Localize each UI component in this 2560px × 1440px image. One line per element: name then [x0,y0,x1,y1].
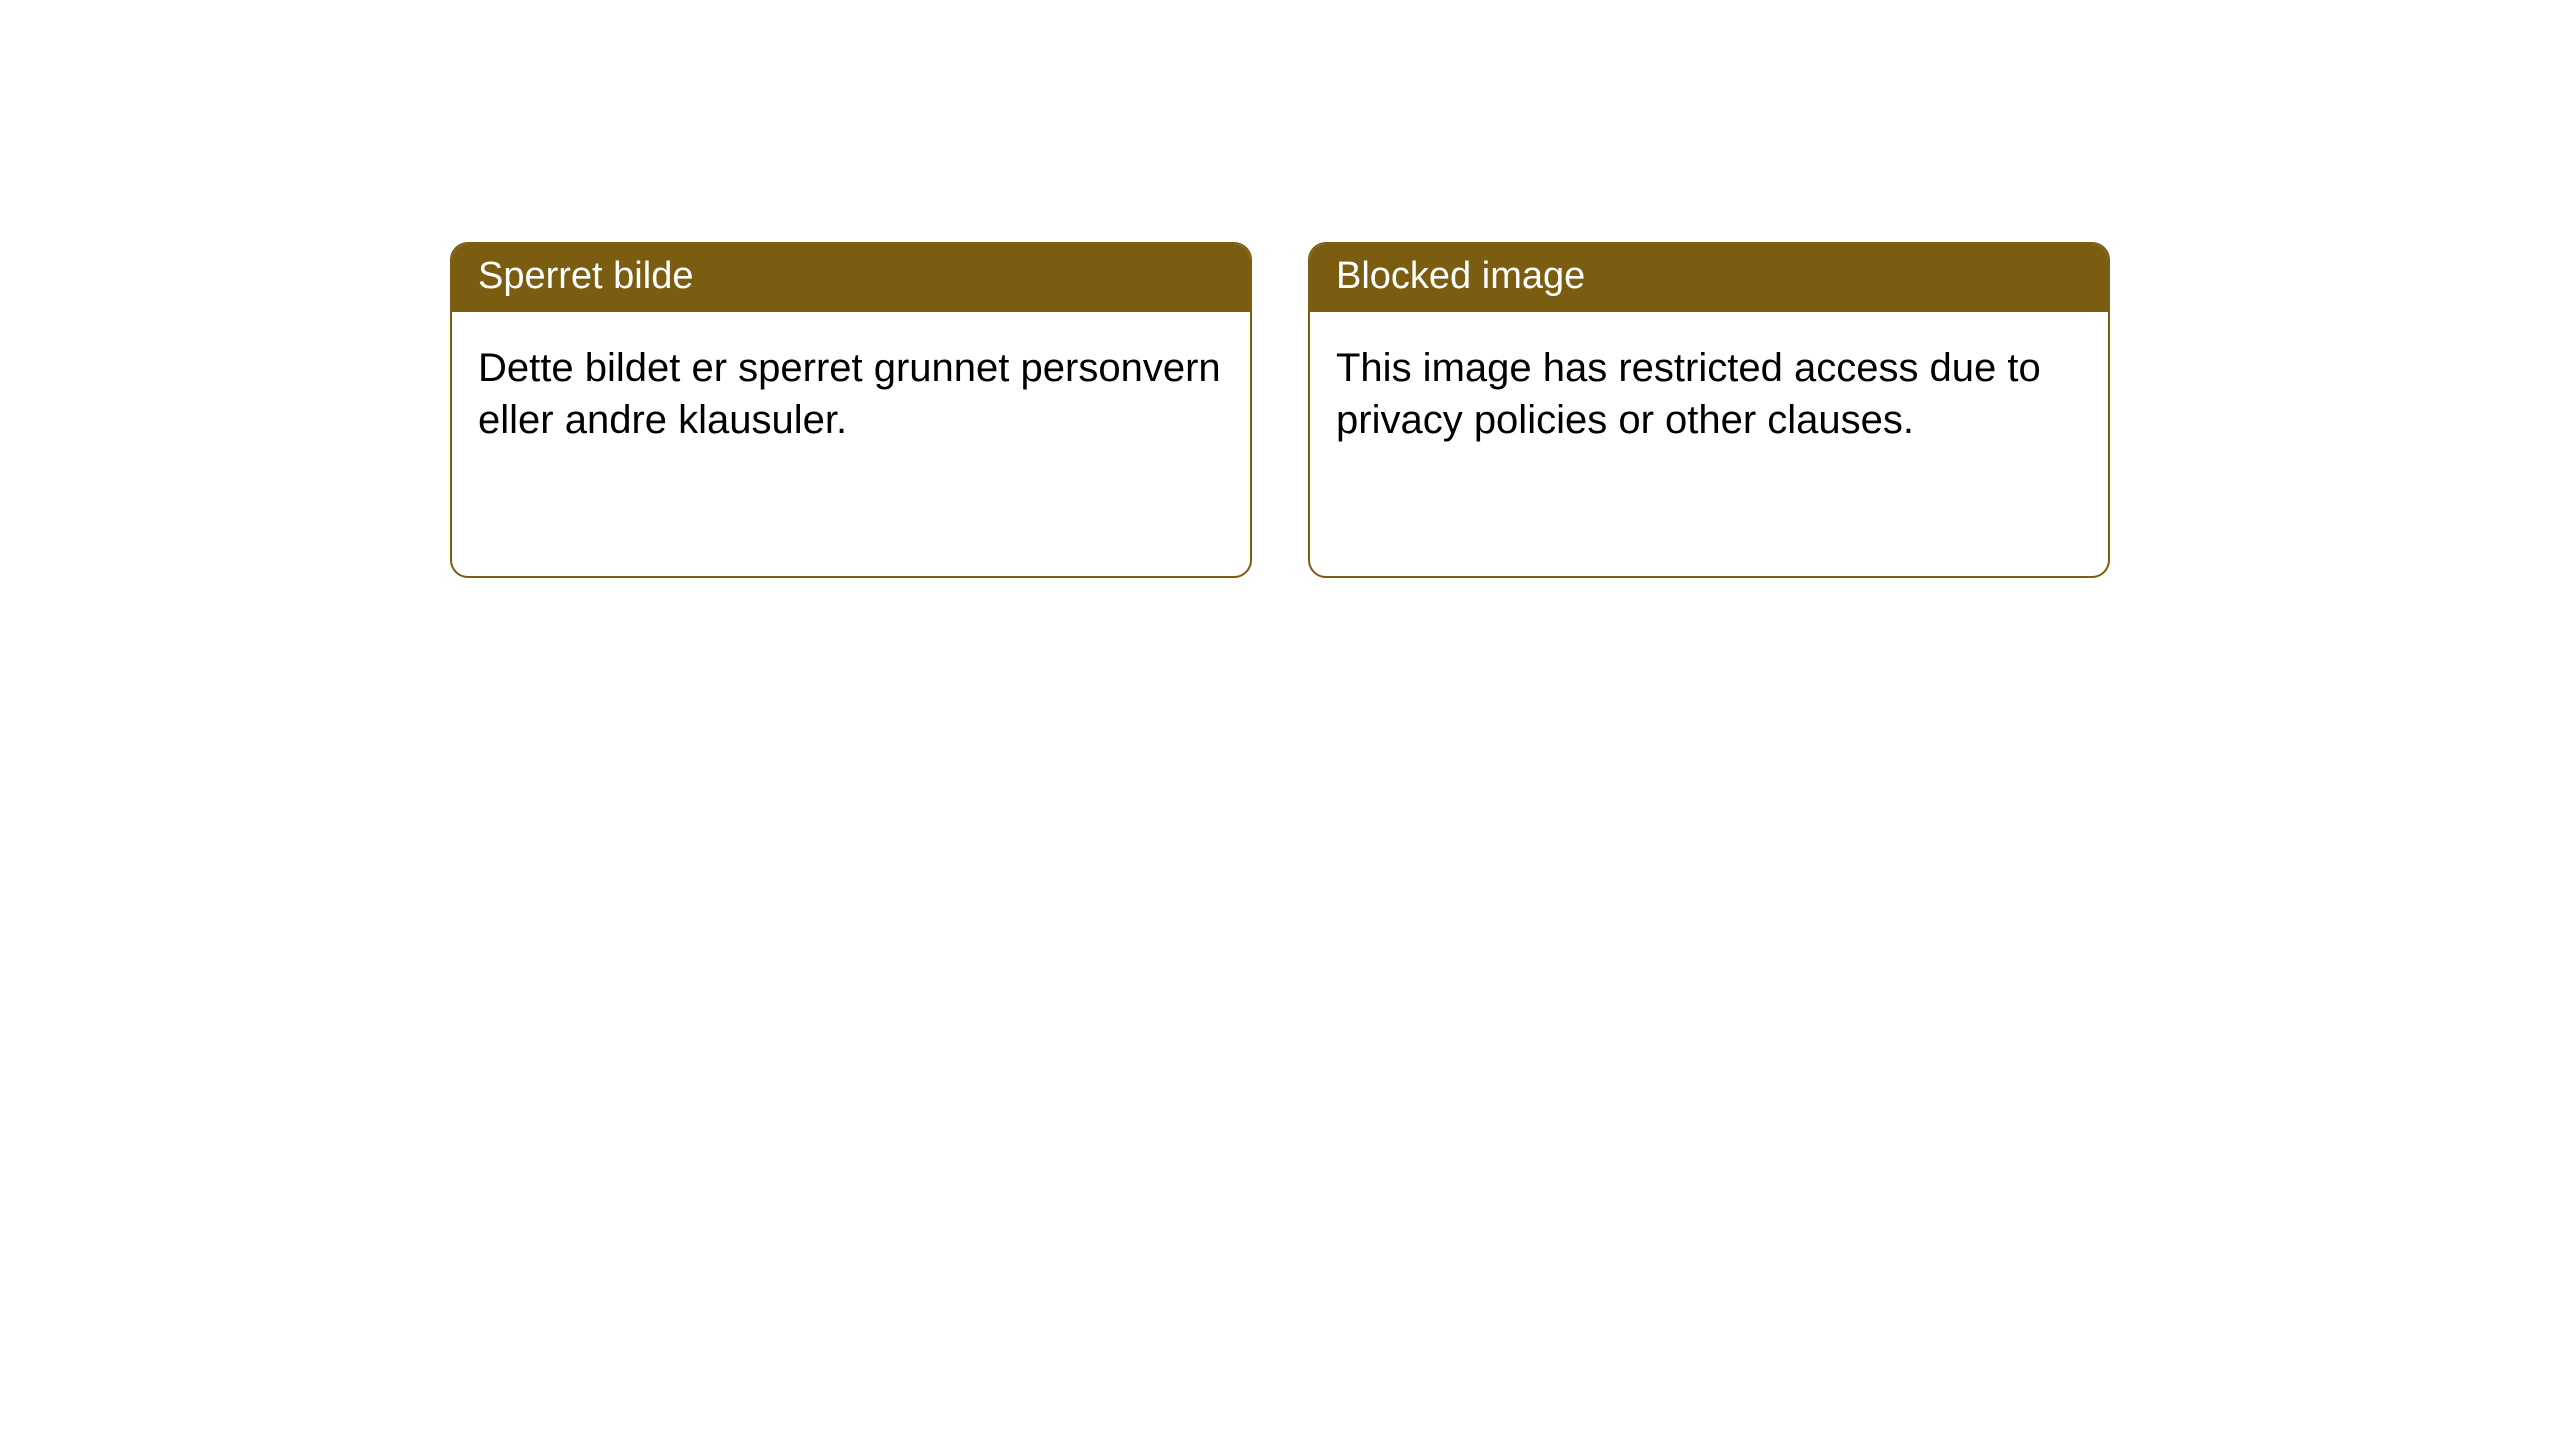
notice-card-nb: Sperret bilde Dette bildet er sperret gr… [450,242,1252,578]
notice-body-en: This image has restricted access due to … [1310,312,2108,476]
notice-body-nb: Dette bildet er sperret grunnet personve… [452,312,1250,476]
notice-card-en: Blocked image This image has restricted … [1308,242,2110,578]
notice-container: Sperret bilde Dette bildet er sperret gr… [450,242,2110,578]
notice-header-nb: Sperret bilde [452,244,1250,312]
notice-header-en: Blocked image [1310,244,2108,312]
